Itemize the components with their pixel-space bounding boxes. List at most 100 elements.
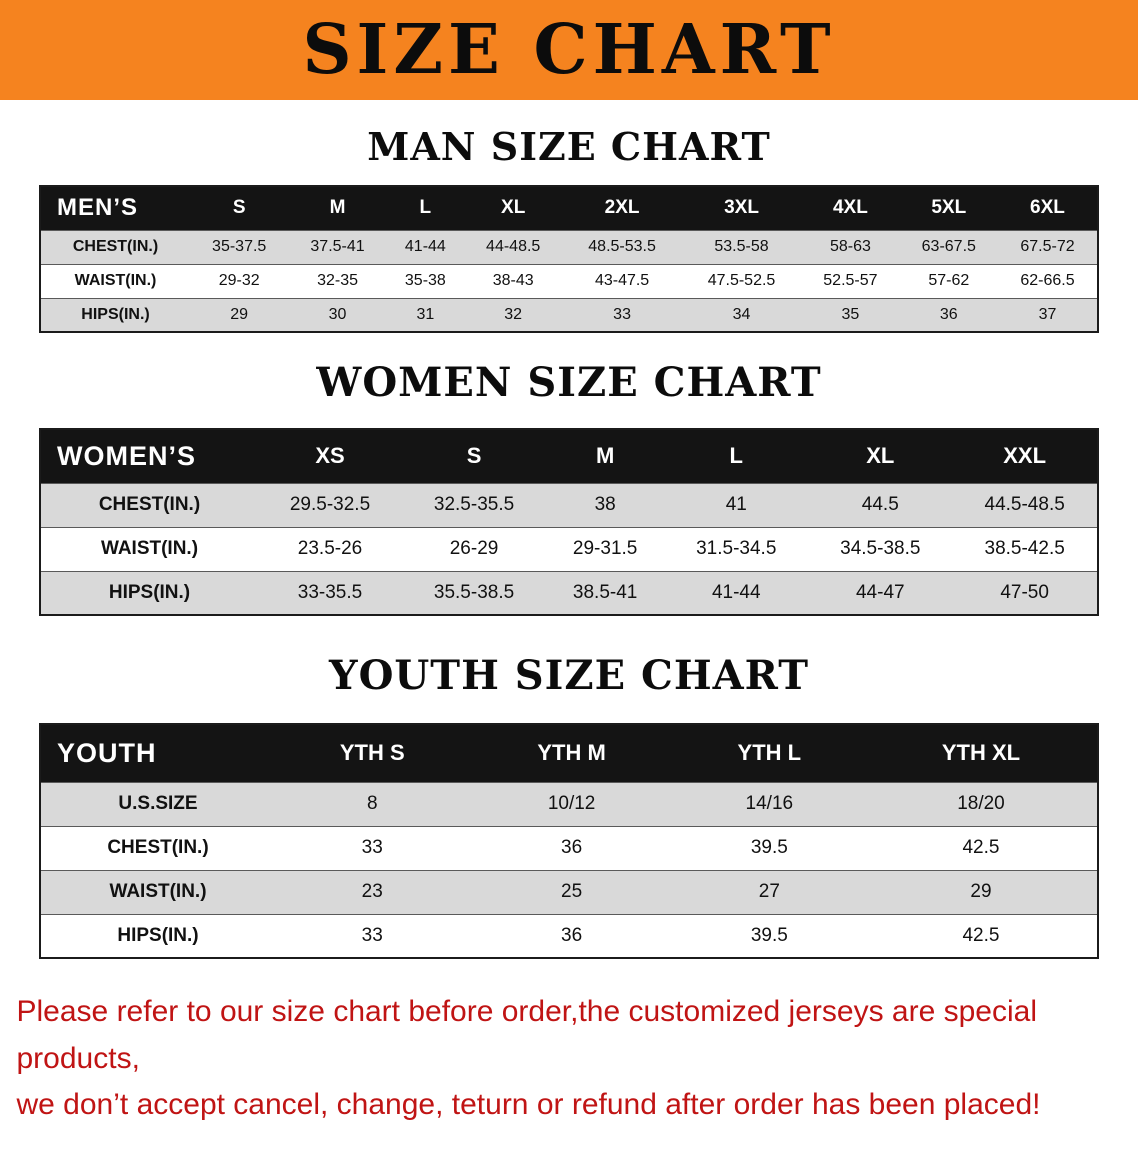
men-size-table: MEN’S S M L XL 2XL 3XL 4XL 5XL 6XL CHEST(IN.) 35-37… (39, 185, 1099, 333)
youth-chart-heading: YOUTH SIZE CHART (329, 652, 809, 699)
size-value-cell: 58-63 (801, 229, 900, 264)
size-value-cell: 47.5-52.5 (681, 263, 802, 298)
men-size-chart-section: MAN SIZE CHART MEN’S S M L XL 2XL 3XL 4XL 5XL 6XL C… (0, 124, 1138, 333)
size-value-cell: 26-29 (402, 526, 547, 571)
size-value-cell: 32 (464, 297, 563, 332)
measurement-label: WAIST(IN.) (40, 526, 258, 571)
disclaimer-line-2: we don’t accept cancel, change, teturn o… (16, 1088, 1041, 1121)
size-value-cell: 36 (469, 913, 674, 958)
measurement-label: CHEST(IN.) (40, 229, 190, 264)
size-column-header: XL (866, 443, 895, 469)
measurement-row: HIPS(IN.) 33 36 39.5 42.5 (40, 913, 1098, 958)
measurement-row: CHEST(IN.) 33 36 39.5 42.5 (40, 825, 1098, 870)
measurement-label: CHEST(IN.) (40, 825, 275, 870)
size-value-cell: 27 (673, 869, 865, 914)
measurement-row: WAIST(IN.) 23.5-26 26-29 29-31.5 31.5-34.5 34… (40, 526, 1098, 571)
page-title: SIZE CHART (302, 10, 836, 90)
size-value-cell: 47-50 (952, 570, 1098, 615)
size-value-cell: 35 (801, 297, 900, 332)
size-value-cell: 44-47 (808, 570, 953, 615)
size-value-cell: 43-47.5 (562, 263, 682, 298)
size-value-cell: 29.5-32.5 (258, 482, 403, 527)
size-value-cell: 38.5-41 (546, 570, 665, 615)
size-value-cell: 67.5-72 (997, 229, 1098, 264)
size-value-cell: 23 (275, 869, 470, 914)
size-value-cell: 35-37.5 (190, 229, 289, 264)
size-value-cell: 36 (899, 297, 998, 332)
women-size-chart-section: WOMEN SIZE CHART WOMEN’S XS S M L XL XXL CHEST(I… (0, 359, 1138, 616)
size-value-cell: 63-67.5 (899, 229, 998, 264)
size-column-header: YTH L (737, 740, 802, 766)
men-chart-heading: MAN SIZE CHART (367, 124, 771, 169)
size-value-cell: 44-48.5 (464, 229, 563, 264)
measurement-label: WAIST(IN.) (40, 869, 275, 914)
header-row: WOMEN’S XS S M L XL XXL (40, 429, 1098, 483)
size-value-cell: 35.5-38.5 (402, 570, 547, 615)
size-value-cell: 14/16 (673, 781, 865, 826)
size-value-cell: 38 (546, 482, 665, 527)
youth-size-table: YOUTH YTH S YTH M YTH L YTH XL U.S.SIZE 8 10/12… (39, 723, 1099, 959)
size-column-header: L (729, 443, 743, 469)
measurement-row: CHEST(IN.) 35-37.5 37.5-41 41-44 44-48.5 48.5… (40, 229, 1098, 264)
size-column-header: XS (315, 443, 345, 469)
size-value-cell: 39.5 (673, 825, 865, 870)
measurement-row: U.S.SIZE 8 10/12 14/16 18/20 (40, 781, 1098, 826)
disclaimer-note: Please refer to our size chart before or… (17, 989, 1122, 1151)
size-value-cell: 31.5-34.5 (664, 526, 809, 571)
size-value-cell: 38.5-42.5 (952, 526, 1098, 571)
size-value-cell: 33-35.5 (258, 570, 403, 615)
size-value-cell: 29 (864, 869, 1098, 914)
table-corner-label: YOUTH (57, 737, 157, 768)
size-value-cell: 29-32 (190, 263, 289, 298)
size-value-cell: 33 (275, 913, 470, 958)
size-column-header: L (419, 197, 432, 219)
size-value-cell: 44.5 (808, 482, 953, 527)
size-value-cell: 44.5-48.5 (952, 482, 1098, 527)
size-value-cell: 23.5-26 (258, 526, 403, 571)
size-value-cell: 34.5-38.5 (808, 526, 953, 571)
measurement-label: WAIST(IN.) (40, 263, 190, 298)
size-value-cell: 33 (562, 297, 682, 332)
measurement-label: HIPS(IN.) (40, 570, 258, 615)
size-value-cell: 41 (664, 482, 809, 527)
women-chart-heading: WOMEN SIZE CHART (316, 359, 822, 406)
size-value-cell: 52.5-57 (801, 263, 900, 298)
measurement-label: U.S.SIZE (40, 781, 275, 826)
size-column-header: M (329, 197, 346, 219)
size-column-header: 3XL (724, 197, 759, 219)
measurement-label: CHEST(IN.) (40, 482, 258, 527)
measurement-row: HIPS(IN.) 33-35.5 35.5-38.5 38.5-41 41-44 44-… (40, 570, 1098, 615)
size-value-cell: 34 (681, 297, 802, 332)
size-column-header: S (232, 197, 246, 219)
size-value-cell: 18/20 (864, 781, 1098, 826)
size-value-cell: 30 (288, 297, 387, 332)
size-column-header: 5XL (931, 197, 967, 219)
measurement-row: CHEST(IN.) 29.5-32.5 32.5-35.5 38 41 44.5 44.5… (40, 482, 1098, 527)
size-value-cell: 35-38 (386, 263, 464, 298)
size-column-header: YTH XL (941, 740, 1021, 766)
size-value-cell: 48.5-53.5 (562, 229, 682, 264)
size-value-cell: 32.5-35.5 (402, 482, 547, 527)
size-value-cell: 33 (275, 825, 470, 870)
size-value-cell: 10/12 (469, 781, 674, 826)
measurement-label: HIPS(IN.) (40, 913, 275, 958)
size-value-cell: 36 (469, 825, 674, 870)
size-value-cell: 8 (275, 781, 470, 826)
table-corner-label: WOMEN’S (57, 440, 196, 471)
table-corner-label: MEN’S (57, 194, 139, 222)
size-value-cell: 31 (386, 297, 464, 332)
size-column-header: 6XL (1030, 197, 1065, 219)
measurement-row: HIPS(IN.) 29 30 31 32 33 34 35 36 37 (40, 297, 1098, 332)
size-column-header: 2XL (604, 197, 640, 219)
size-value-cell: 29 (190, 297, 289, 332)
size-column-header: S (466, 443, 482, 469)
youth-size-chart-section: YOUTH SIZE CHART YOUTH YTH S YTH M YTH L YTH … (0, 652, 1138, 959)
size-column-header: XXL (1003, 443, 1047, 469)
size-value-cell: 41-44 (386, 229, 464, 264)
size-column-header: YTH S (339, 740, 405, 766)
size-value-cell: 25 (469, 869, 674, 914)
banner: SIZE CHART (0, 0, 1138, 100)
size-value-cell: 57-62 (899, 263, 998, 298)
women-size-table: WOMEN’S XS S M L XL XXL CHEST(IN.) 29.5-32.5 32.5… (39, 428, 1099, 616)
